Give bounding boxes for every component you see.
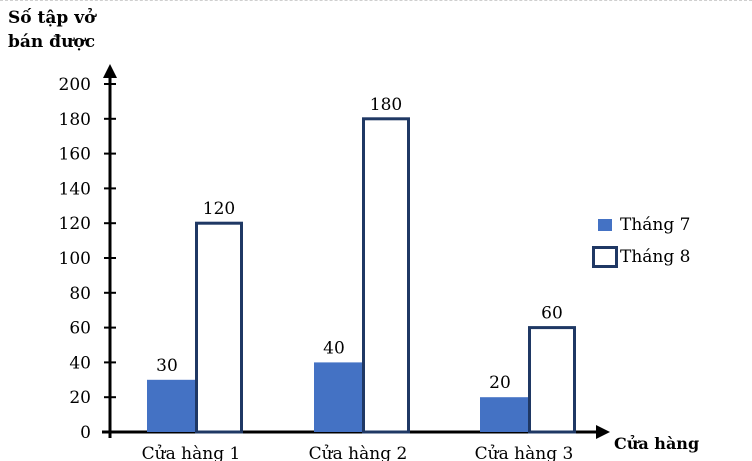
y-tick-label: 80 [69, 284, 91, 304]
legend-item-thang-8: Tháng 8 [592, 243, 690, 271]
legend-item-thang-7: Tháng 7 [592, 211, 690, 239]
x-axis-arrow [596, 425, 610, 439]
x-tick-label: Cửa hàng 1 [142, 444, 241, 461]
bar-thang-8 [362, 117, 410, 434]
y-tick-label: 180 [59, 110, 91, 130]
data-label-thang-8: 120 [203, 199, 235, 219]
y-tick-label: 120 [59, 214, 91, 234]
y-tick-label: 100 [59, 249, 91, 269]
bar-thang-8 [195, 221, 243, 434]
bar-thang-7 [314, 362, 362, 432]
y-tick-label: 20 [69, 388, 91, 408]
y-tick-label: 200 [59, 75, 91, 95]
bar-thang-8 [528, 326, 576, 434]
y-tick-label: 0 [80, 423, 91, 443]
y-tick-label: 160 [59, 145, 91, 165]
legend: Tháng 7 Tháng 8 [592, 211, 690, 275]
x-tick-label: Cửa hàng 3 [475, 444, 574, 461]
data-label-thang-8: 60 [541, 304, 563, 324]
legend-swatch-thang-7 [598, 219, 612, 231]
legend-label-thang-7: Tháng 7 [620, 215, 691, 235]
y-tick-label: 60 [69, 319, 91, 339]
y-axis-title-line-2: bán được [8, 32, 96, 52]
y-tick-label: 140 [59, 179, 91, 199]
legend-swatch-thang-8 [592, 246, 618, 268]
y-tick-label: 40 [69, 353, 91, 373]
legend-label-thang-8: Tháng 8 [620, 247, 691, 267]
x-tick-label: Cửa hàng 2 [309, 444, 408, 461]
data-label-thang-7: 40 [323, 338, 345, 358]
y-axis-arrow [103, 64, 117, 78]
bar-thang-7 [480, 397, 528, 432]
x-axis-title: Cửa hàng [614, 434, 700, 453]
y-axis-title: Số tập vở bán được [8, 6, 95, 54]
y-axis-title-line-1: Số tập vở [8, 8, 96, 28]
data-label-thang-7: 20 [489, 373, 511, 393]
data-label-thang-7: 30 [156, 356, 178, 376]
data-label-thang-8: 180 [370, 95, 402, 115]
bar-thang-7 [147, 379, 195, 432]
top-border-line [0, 0, 752, 1]
